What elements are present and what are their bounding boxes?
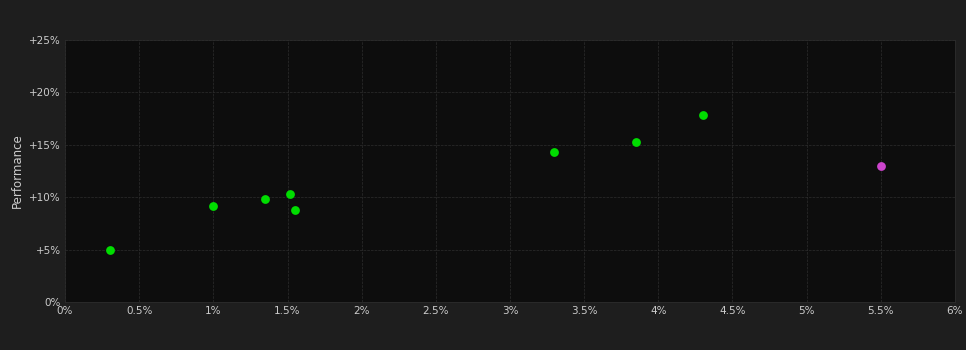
Point	[287, 207, 302, 212]
Point	[206, 203, 221, 208]
Point	[547, 149, 562, 155]
Point	[628, 139, 643, 145]
Point	[696, 113, 711, 118]
Point	[258, 196, 273, 202]
Point	[873, 163, 889, 169]
Y-axis label: Performance: Performance	[11, 134, 23, 208]
Point	[283, 191, 298, 197]
Point	[101, 247, 117, 252]
